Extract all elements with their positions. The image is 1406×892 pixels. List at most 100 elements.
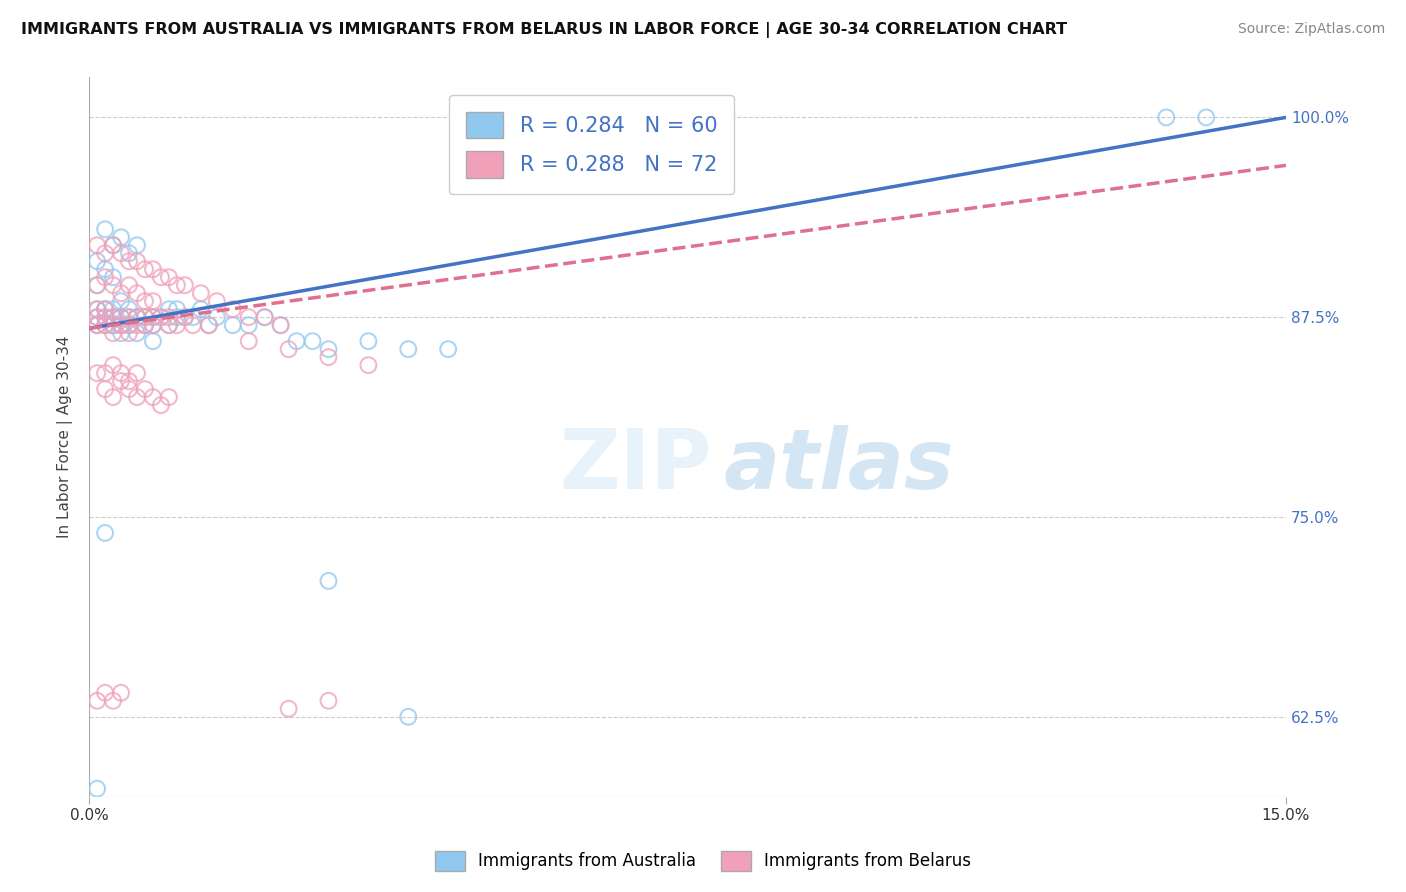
Y-axis label: In Labor Force | Age 30-34: In Labor Force | Age 30-34	[58, 335, 73, 538]
Point	[101, 238, 124, 252]
Point	[238, 334, 260, 348]
Point	[101, 238, 124, 252]
Point	[125, 310, 148, 325]
Point	[118, 310, 141, 325]
Point	[110, 310, 132, 325]
Point	[94, 302, 117, 317]
Point	[396, 710, 419, 724]
Point	[157, 310, 180, 325]
Point	[166, 302, 188, 317]
Text: atlas: atlas	[724, 425, 955, 507]
Point	[166, 318, 188, 333]
Point	[157, 270, 180, 285]
Point	[101, 318, 124, 333]
Point	[149, 310, 172, 325]
Point	[101, 310, 124, 325]
Point	[86, 302, 108, 317]
Point	[149, 270, 172, 285]
Point	[277, 342, 299, 356]
Point	[86, 278, 108, 293]
Point	[101, 390, 124, 404]
Point	[270, 318, 292, 333]
Point	[86, 254, 108, 268]
Point	[94, 366, 117, 380]
Point	[94, 246, 117, 260]
Point	[166, 310, 188, 325]
Point	[190, 302, 212, 317]
Point	[86, 302, 108, 317]
Point	[190, 286, 212, 301]
Point	[157, 390, 180, 404]
Point	[157, 318, 180, 333]
Point	[318, 574, 340, 588]
Point	[134, 310, 156, 325]
Point	[94, 382, 117, 396]
Point	[198, 318, 221, 333]
Point	[253, 310, 276, 325]
Point	[253, 310, 276, 325]
Point	[110, 318, 132, 333]
Point	[174, 310, 197, 325]
Point	[118, 254, 141, 268]
Point	[110, 318, 132, 333]
Point	[110, 366, 132, 380]
Point	[101, 358, 124, 372]
Point	[110, 326, 132, 341]
Point	[94, 310, 117, 325]
Point	[134, 318, 156, 333]
Point	[118, 382, 141, 396]
Point	[181, 310, 204, 325]
Point	[125, 254, 148, 268]
Point	[205, 310, 228, 325]
Point	[86, 694, 108, 708]
Point	[101, 310, 124, 325]
Point	[166, 278, 188, 293]
Point	[134, 318, 156, 333]
Point	[118, 278, 141, 293]
Legend: Immigrants from Australia, Immigrants from Belarus: Immigrants from Australia, Immigrants fr…	[426, 842, 980, 880]
Text: ZIP: ZIP	[560, 425, 711, 507]
Point	[110, 286, 132, 301]
Point	[101, 278, 124, 293]
Text: IMMIGRANTS FROM AUSTRALIA VS IMMIGRANTS FROM BELARUS IN LABOR FORCE | AGE 30-34 : IMMIGRANTS FROM AUSTRALIA VS IMMIGRANTS …	[21, 22, 1067, 38]
Point	[125, 310, 148, 325]
Point	[110, 230, 132, 244]
Point	[318, 694, 340, 708]
Point	[94, 318, 117, 333]
Point	[101, 326, 124, 341]
Point	[318, 342, 340, 356]
Point	[125, 390, 148, 404]
Point	[118, 318, 141, 333]
Point	[94, 262, 117, 277]
Point	[118, 302, 141, 317]
Point	[174, 310, 197, 325]
Point	[357, 334, 380, 348]
Point	[94, 525, 117, 540]
Point	[142, 390, 165, 404]
Text: Source: ZipAtlas.com: Source: ZipAtlas.com	[1237, 22, 1385, 37]
Point	[270, 318, 292, 333]
Point	[94, 222, 117, 236]
Point	[301, 334, 323, 348]
Point	[174, 278, 197, 293]
Point	[125, 238, 148, 252]
Point	[86, 238, 108, 252]
Point	[157, 302, 180, 317]
Point	[101, 694, 124, 708]
Point	[157, 318, 180, 333]
Point	[110, 374, 132, 388]
Point	[118, 374, 141, 388]
Point	[101, 302, 124, 317]
Point	[101, 318, 124, 333]
Point	[238, 310, 260, 325]
Point	[437, 342, 460, 356]
Point	[142, 334, 165, 348]
Point	[118, 326, 141, 341]
Point	[1156, 111, 1178, 125]
Point	[118, 318, 141, 333]
Point	[110, 318, 132, 333]
Point	[110, 310, 132, 325]
Point	[86, 781, 108, 796]
Point	[94, 302, 117, 317]
Point	[142, 318, 165, 333]
